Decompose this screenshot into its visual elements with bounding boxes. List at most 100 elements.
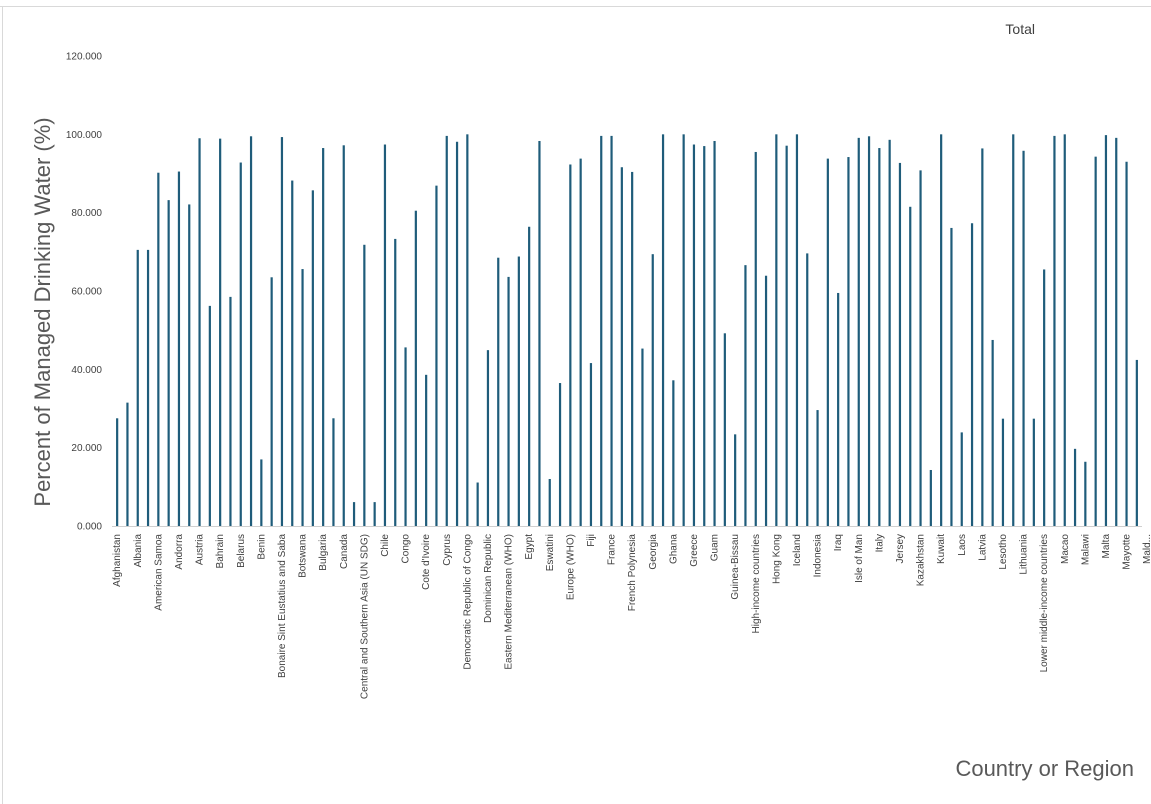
bar bbox=[157, 172, 160, 526]
bar bbox=[940, 134, 943, 526]
x-tick-label: Democratic Republic of Congo bbox=[462, 534, 473, 670]
x-tick-label: Bulgaria bbox=[318, 534, 329, 571]
bar bbox=[352, 502, 356, 526]
bar bbox=[260, 459, 263, 526]
bar bbox=[1094, 156, 1097, 526]
bar bbox=[208, 305, 211, 526]
bar bbox=[146, 249, 150, 527]
bar bbox=[991, 339, 994, 526]
bar bbox=[806, 253, 809, 526]
bar bbox=[507, 276, 510, 526]
x-tick-label: Europe (WHO) bbox=[565, 534, 576, 600]
bar bbox=[425, 374, 428, 526]
bar bbox=[651, 254, 654, 526]
bar bbox=[435, 185, 438, 526]
bar bbox=[455, 141, 459, 526]
bar bbox=[981, 148, 984, 526]
x-tick-label: Georgia bbox=[648, 534, 659, 570]
x-tick-label: Greece bbox=[689, 534, 700, 567]
chart-left-border bbox=[2, 6, 3, 804]
x-tick-label: Iceland bbox=[792, 534, 803, 566]
x-tick-label: Lesotho bbox=[998, 534, 1009, 570]
bar bbox=[249, 136, 253, 527]
y-tick-label: 20.000 bbox=[71, 443, 102, 454]
y-tick-label: 100.000 bbox=[66, 130, 103, 141]
x-tick-label: Canada bbox=[339, 534, 350, 569]
bar bbox=[672, 380, 675, 526]
bar bbox=[795, 134, 799, 526]
x-tick-label: American Samoa bbox=[153, 534, 164, 611]
bar bbox=[342, 145, 345, 527]
y-tick-label: 80.000 bbox=[71, 208, 102, 219]
bar bbox=[713, 140, 716, 527]
x-tick-label: French Polynesia bbox=[627, 534, 638, 612]
bar bbox=[631, 171, 634, 526]
bar bbox=[167, 200, 170, 526]
bar bbox=[126, 402, 129, 527]
x-tick-label: Congo bbox=[401, 534, 412, 564]
bar bbox=[1073, 448, 1077, 526]
bar bbox=[414, 210, 417, 526]
bar bbox=[929, 469, 932, 526]
x-tick-label: Belarus bbox=[236, 534, 247, 568]
x-tick-label: Guinea-Bissau bbox=[730, 534, 741, 600]
x-tick-label: Isle of Man bbox=[854, 534, 865, 583]
bar bbox=[497, 257, 500, 526]
x-tick-label: High-income countries bbox=[751, 534, 762, 634]
x-tick-label: Jersey bbox=[895, 534, 906, 563]
bar bbox=[919, 170, 922, 526]
x-tick-label: Mayotte bbox=[1122, 534, 1133, 570]
bar bbox=[867, 136, 871, 527]
x-tick-label: Bahrain bbox=[215, 534, 226, 568]
bar bbox=[837, 292, 840, 526]
bar bbox=[775, 134, 778, 526]
bar bbox=[1104, 135, 1108, 526]
bar bbox=[538, 140, 541, 527]
y-tick-label: 120.000 bbox=[66, 52, 103, 63]
bar bbox=[517, 256, 520, 526]
bar bbox=[1043, 269, 1046, 526]
bar bbox=[1084, 461, 1087, 526]
bar bbox=[116, 418, 119, 526]
bar bbox=[188, 204, 191, 526]
bar bbox=[404, 347, 407, 526]
bar bbox=[888, 139, 891, 526]
x-tick-label: France bbox=[607, 534, 618, 566]
x-axis-tick-labels: Afghanistan Albania American Samoa Andorra A… bbox=[112, 534, 1151, 700]
y-tick-label: 0.000 bbox=[77, 522, 102, 533]
bar bbox=[466, 134, 469, 526]
x-tick-label: Mald... bbox=[1142, 534, 1151, 564]
x-tick-label: Malawi bbox=[1080, 534, 1091, 565]
x-tick-label: Afghanistan bbox=[112, 534, 123, 587]
x-tick-label: Eastern Mediterranean (WHO) bbox=[504, 534, 515, 670]
bar bbox=[909, 206, 912, 527]
bar bbox=[136, 249, 139, 527]
bar bbox=[1032, 418, 1035, 526]
bar bbox=[239, 162, 242, 526]
y-axis-ticks: 0.000 20.000 40.000 60.000 80.000 100.000 120.… bbox=[66, 52, 103, 533]
x-tick-label: Botswana bbox=[298, 534, 309, 578]
bar bbox=[744, 265, 747, 526]
x-tick-label: Laos bbox=[957, 534, 968, 556]
bar bbox=[1063, 134, 1066, 526]
x-tick-label: Lithuania bbox=[1019, 534, 1030, 575]
bar bbox=[322, 148, 325, 527]
y-axis-label: Percent of Managed Drinking Water (%) bbox=[30, 117, 55, 506]
bar bbox=[816, 410, 819, 526]
bar bbox=[847, 157, 850, 527]
bar bbox=[620, 167, 623, 527]
y-tick-label: 40.000 bbox=[71, 365, 102, 376]
x-tick-label: Eswatini bbox=[545, 534, 556, 571]
x-tick-label: Austria bbox=[195, 534, 206, 566]
x-tick-label: Lower middle-income countries bbox=[1039, 534, 1050, 672]
x-tick-label: Central and Southern Asia (UN SDG) bbox=[359, 534, 370, 699]
bar bbox=[311, 190, 314, 526]
bar bbox=[280, 137, 284, 526]
bar bbox=[332, 418, 335, 526]
x-tick-label: Iraq bbox=[833, 534, 844, 551]
bar bbox=[723, 333, 726, 526]
x-tick-label: Italy bbox=[874, 534, 885, 552]
bar bbox=[754, 151, 757, 526]
